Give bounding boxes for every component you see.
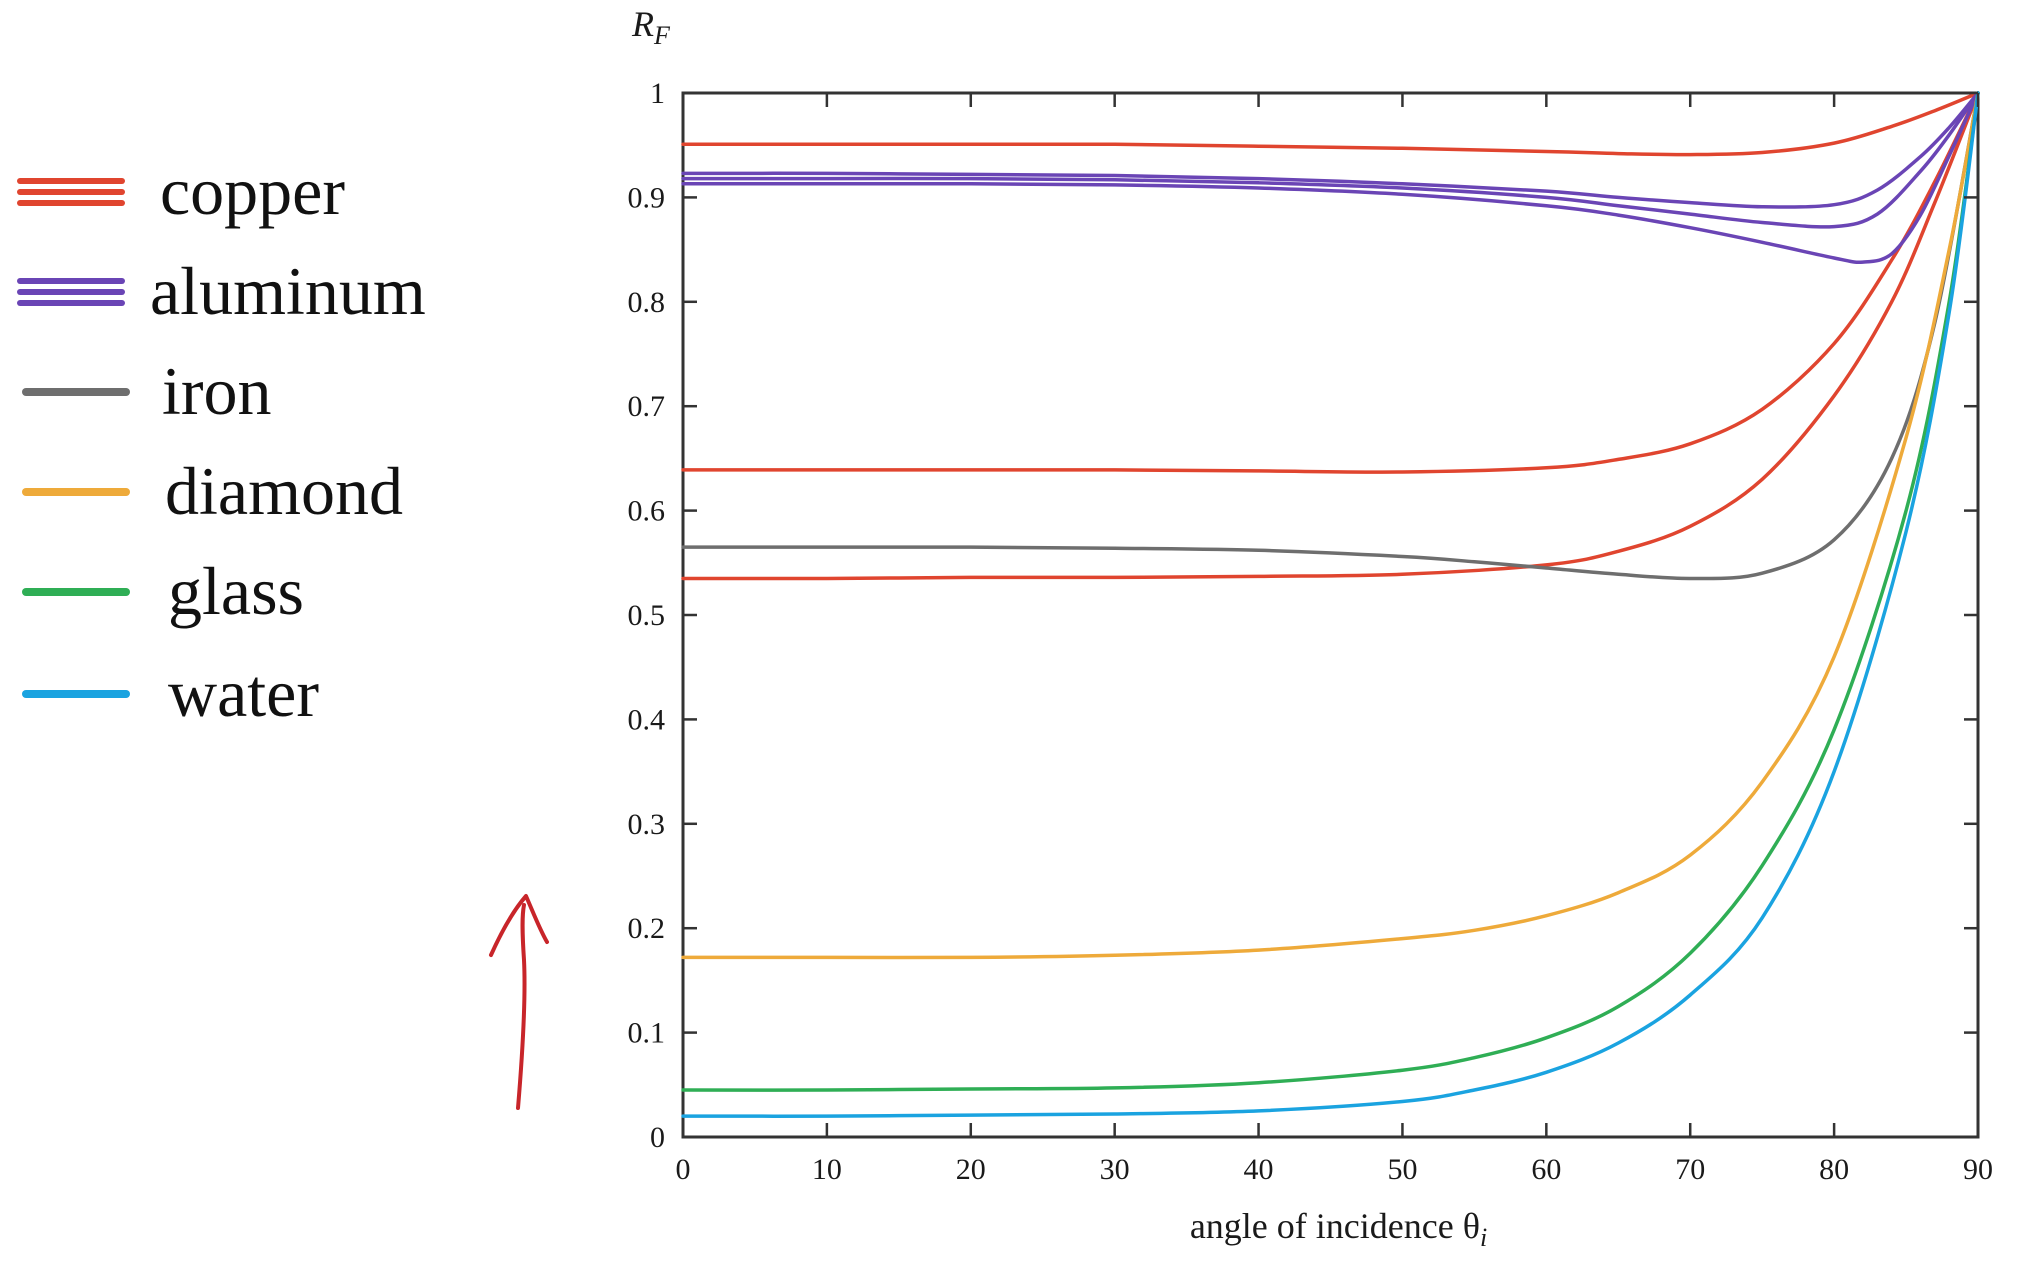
y-axis-title-sub: F [653, 21, 671, 50]
y-tick-label: 0.3 [628, 808, 666, 841]
x-tick-label: 70 [1675, 1153, 1705, 1186]
hand-drawn-arrow [489, 894, 549, 1110]
y-axis-title: RF [631, 4, 671, 50]
x-tick-label: 10 [812, 1153, 842, 1186]
y-tick-label: 0.5 [628, 599, 666, 632]
series-line-copper [681, 91, 1980, 157]
y-tick-label: 0.8 [628, 286, 666, 319]
y-tick-label: 1 [650, 77, 665, 110]
legend-item-aluminum: aluminum [17, 253, 426, 329]
legend-item-water: water [22, 655, 319, 731]
x-tick-label: 40 [1244, 1153, 1274, 1186]
plot-frame [681, 91, 1980, 1139]
legend-label-aluminum: aluminum [150, 253, 426, 329]
series-line-iron [681, 91, 1980, 581]
series-group [681, 91, 1980, 1118]
legend-label-glass: glass [168, 553, 304, 629]
x-tick-label: 90 [1963, 1153, 1993, 1186]
axis-ticks: 0 10 20 30 40 50 60 70 80 90 0 0.1 0.2 0.3 0.4 0.5 0.6 0.… [628, 77, 1994, 1186]
x-tick-label: 80 [1819, 1153, 1849, 1186]
legend-label-water: water [168, 655, 319, 731]
legend-item-copper: copper [17, 153, 345, 229]
series-line-copper [681, 91, 1980, 581]
series-line-copper [681, 91, 1980, 474]
y-tick-label: 0.6 [628, 495, 666, 528]
legend-label-copper: copper [160, 153, 345, 229]
legend-label-iron: iron [162, 353, 272, 429]
series-line-aluminum [681, 91, 1980, 209]
x-tick-label: 30 [1100, 1153, 1130, 1186]
series-line-aluminum [681, 91, 1980, 229]
y-tick-label: 0 [650, 1121, 665, 1154]
x-tick-label: 0 [676, 1153, 691, 1186]
x-tick-label: 20 [956, 1153, 986, 1186]
y-axis-title-main: R [631, 4, 654, 44]
plot-area [681, 91, 1980, 1139]
legend-item-diamond: diamond [22, 453, 403, 529]
legend: copper aluminum iron diamond glass water [17, 153, 426, 731]
x-axis-title: angle of incidence θi [1190, 1206, 1487, 1252]
x-axis-title-main: angle of incidence θ [1190, 1206, 1480, 1246]
legend-item-iron: iron [22, 353, 272, 429]
y-tick-label: 0.7 [628, 390, 666, 423]
legend-label-diamond: diamond [165, 453, 403, 529]
series-line-glass [681, 91, 1980, 1092]
x-tick-label: 60 [1531, 1153, 1561, 1186]
series-line-diamond [681, 91, 1980, 960]
x-tick-label: 50 [1387, 1153, 1417, 1186]
y-tick-label: 0.4 [628, 703, 666, 736]
x-axis-title-sub: i [1480, 1223, 1487, 1252]
y-tick-label: 0.2 [628, 912, 666, 945]
legend-item-glass: glass [22, 553, 304, 629]
y-tick-label: 0.1 [628, 1017, 666, 1050]
series-line-water [681, 91, 1980, 1118]
y-tick-label: 0.9 [628, 181, 666, 214]
series-line-aluminum [681, 91, 1980, 265]
